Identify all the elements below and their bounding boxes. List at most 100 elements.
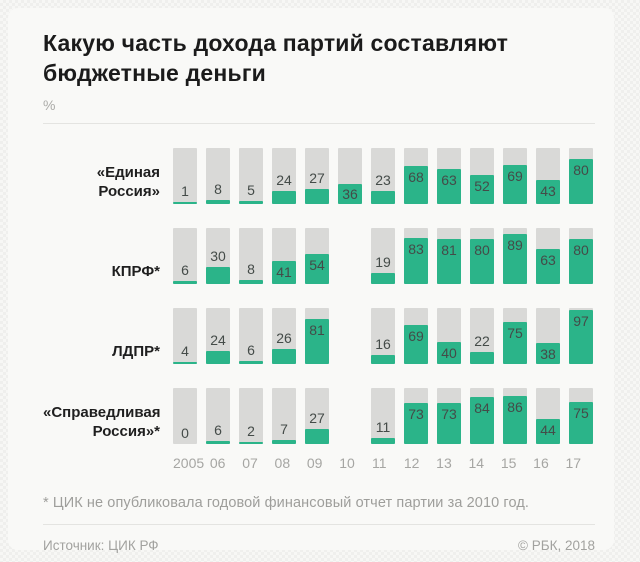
bar-fill bbox=[272, 261, 296, 284]
axis-label: 09 bbox=[306, 455, 323, 471]
bar-fill bbox=[503, 165, 527, 204]
bar: 24 bbox=[206, 308, 230, 364]
bar: 81 bbox=[437, 228, 461, 284]
bar: 43 bbox=[536, 148, 560, 204]
bar-value: 97 bbox=[573, 313, 589, 329]
bar: 8 bbox=[206, 148, 230, 204]
bar-track: 4 bbox=[173, 308, 197, 364]
bar-fill bbox=[272, 191, 296, 204]
chart-card: Какую часть дохода партий составляют бюд… bbox=[8, 8, 614, 553]
top-divider bbox=[43, 123, 595, 124]
bar-value: 75 bbox=[573, 405, 589, 421]
bar-track: 73 bbox=[437, 388, 461, 444]
bar-fill bbox=[371, 191, 395, 204]
bar-track: 19 bbox=[371, 228, 395, 284]
bar: 83 bbox=[404, 228, 428, 284]
bar-track: 83 bbox=[404, 228, 428, 284]
bar: 80 bbox=[569, 148, 593, 204]
bar-group: 0 6 2 7 27 11 73 73 84 86 44 75 bbox=[173, 388, 593, 444]
bar: 24 bbox=[272, 148, 296, 204]
bar-value: 63 bbox=[540, 252, 556, 268]
bar-track: 38 bbox=[536, 308, 560, 364]
bar: 73 bbox=[437, 388, 461, 444]
bar-track: 6 bbox=[239, 308, 263, 364]
bar-track: 69 bbox=[404, 308, 428, 364]
bar-fill bbox=[470, 239, 494, 284]
bar: 2 bbox=[239, 388, 263, 444]
footnote: * ЦИК не опубликовала годовой финансовый… bbox=[43, 495, 530, 511]
bar: 6 bbox=[173, 228, 197, 284]
page-title: Какую часть дохода партий составляют бюд… bbox=[43, 30, 509, 86]
bar-fill bbox=[305, 429, 329, 444]
bar-track: 8 bbox=[239, 228, 263, 284]
bar-track: 24 bbox=[206, 308, 230, 364]
bar-track: 8 bbox=[206, 148, 230, 204]
bar-track: 97 bbox=[569, 308, 593, 364]
bar-value: 54 bbox=[309, 257, 325, 273]
bar-value: 6 bbox=[181, 262, 189, 278]
axis-label: 16 bbox=[533, 455, 549, 471]
bar: 26 bbox=[272, 308, 296, 364]
bar: 40 bbox=[437, 308, 461, 364]
bar: 75 bbox=[569, 388, 593, 444]
bar-fill bbox=[206, 200, 230, 204]
bar-fill bbox=[536, 249, 560, 284]
chart-row: ЛДПР* 4 24 6 26 81 16 69 40 22 75 38 97 bbox=[43, 284, 594, 364]
bar-value: 6 bbox=[247, 342, 255, 358]
axis-label: 06 bbox=[209, 455, 226, 471]
bar: 75 bbox=[503, 308, 527, 364]
bar-fill bbox=[404, 403, 428, 444]
bar: 52 bbox=[470, 148, 494, 204]
bar-fill bbox=[437, 169, 461, 204]
bar-fill bbox=[569, 159, 593, 204]
bar-value: 4 bbox=[181, 343, 189, 359]
bar: 5 bbox=[239, 148, 263, 204]
bar-track: 11 bbox=[371, 388, 395, 444]
bar-value: 80 bbox=[573, 242, 589, 258]
bar: 8 bbox=[239, 228, 263, 284]
bar-value: 44 bbox=[540, 422, 556, 438]
row-label: ЛДПР* bbox=[112, 343, 160, 360]
bar: 1 bbox=[173, 148, 197, 204]
bar-value: 2 bbox=[247, 423, 255, 439]
unit-label: % bbox=[43, 97, 56, 113]
bar: 63 bbox=[437, 148, 461, 204]
bar: 44 bbox=[536, 388, 560, 444]
bar-value: 11 bbox=[375, 419, 391, 435]
x-axis: 2005 06 07 08 09 10 11 12 13 14 15 16 17 bbox=[173, 455, 594, 471]
bar-track: 23 bbox=[371, 148, 395, 204]
bar-track: 1 bbox=[173, 148, 197, 204]
bar: 30 bbox=[206, 228, 230, 284]
bar-fill bbox=[239, 201, 263, 204]
bar: 86 bbox=[503, 388, 527, 444]
bar-value: 41 bbox=[276, 264, 292, 280]
bar-group: 4 24 6 26 81 16 69 40 22 75 38 97 bbox=[173, 308, 593, 364]
bar-value: 81 bbox=[441, 242, 457, 258]
bar-fill bbox=[206, 441, 230, 444]
bar-value: 23 bbox=[375, 172, 391, 188]
bar-track: 40 bbox=[437, 308, 461, 364]
axis-label: 15 bbox=[500, 455, 517, 471]
bar-track: 63 bbox=[437, 148, 461, 204]
bar-value: 73 bbox=[408, 406, 424, 422]
bar-value: 40 bbox=[441, 345, 457, 361]
bar-fill bbox=[503, 322, 527, 364]
row-label: «Единая Россия» bbox=[96, 164, 160, 200]
bar-fill bbox=[239, 361, 263, 364]
bar-fill bbox=[569, 310, 593, 364]
bar: 41 bbox=[272, 228, 296, 284]
bar-fill bbox=[239, 280, 263, 284]
chart-row: КПРФ* 6 30 8 41 54 19 83 81 80 89 63 80 bbox=[43, 204, 594, 284]
bar-value: 22 bbox=[474, 333, 490, 349]
bar: 54 bbox=[305, 228, 329, 284]
bar-value: 27 bbox=[309, 410, 325, 426]
axis-label: 07 bbox=[242, 455, 258, 471]
bar-fill bbox=[404, 325, 428, 364]
bar-fill bbox=[173, 281, 197, 284]
bar-fill bbox=[470, 352, 494, 364]
bar-track: 81 bbox=[437, 228, 461, 284]
bar: 68 bbox=[404, 148, 428, 204]
bar-track: 81 bbox=[305, 308, 329, 364]
bar-value: 24 bbox=[276, 172, 292, 188]
bar-value: 73 bbox=[441, 406, 457, 422]
